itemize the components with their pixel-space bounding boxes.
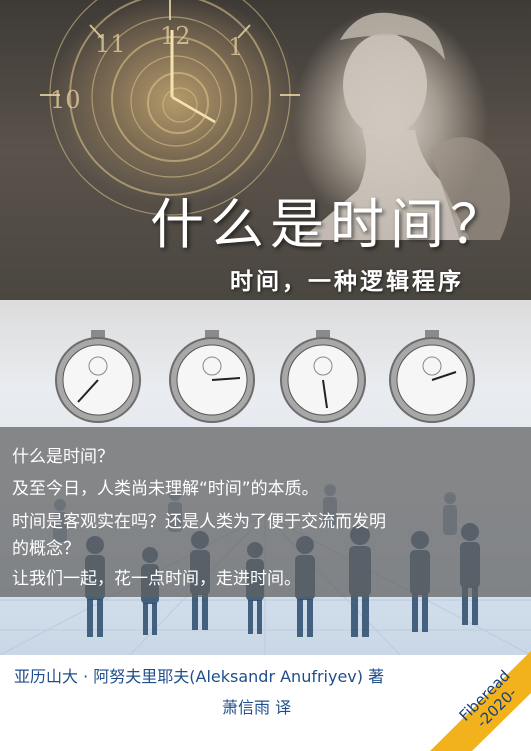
book-subtitle: 时间，一种逻辑程序	[230, 268, 464, 295]
clock-spiral-illustration: 12 11 1 10	[40, 0, 510, 240]
translator-credit: 萧信雨 译	[222, 698, 292, 717]
intro-line: 的概念？	[12, 539, 80, 559]
intro-line: 什么是时间？	[12, 447, 114, 467]
intro-line: 让我们一起，花一点时间，走进时间。	[12, 569, 301, 589]
intro-line: 时间是客观实在吗？还是人类为了便于交流而发明	[12, 512, 386, 532]
publisher-ribbon: Fiberead -2020-	[430, 651, 531, 751]
cover-artwork: 12 11 1 10 什么是时间？ 时间，一种逻辑程序	[0, 0, 531, 300]
book-title: 什么是时间？	[150, 193, 510, 256]
svg-text:12: 12	[160, 22, 191, 50]
author-credit: 亚历山大 · 阿努夫里耶夫(Aleksandr Anufriyev) 著	[14, 667, 385, 686]
ribbon-corner-icon	[430, 651, 531, 751]
svg-text:1: 1	[228, 33, 243, 61]
intro-line: 及至今日，人类尚未理解“时间”的本质。	[12, 479, 319, 499]
svg-text:10: 10	[50, 86, 81, 114]
svg-text:11: 11	[95, 30, 126, 58]
intro-text-band: 什么是时间？ 及至今日，人类尚未理解“时间”的本质。 时间是客观实在吗？还是人类…	[0, 427, 531, 597]
